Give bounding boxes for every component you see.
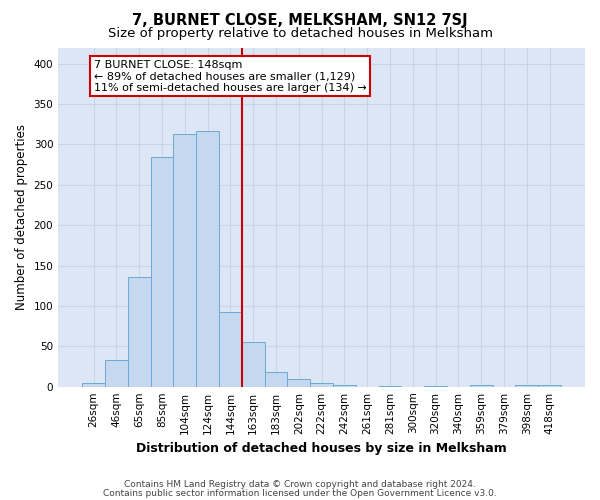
Bar — [82, 382, 105, 386]
Bar — [333, 385, 356, 386]
Bar — [470, 385, 493, 386]
Text: Contains HM Land Registry data © Crown copyright and database right 2024.: Contains HM Land Registry data © Crown c… — [124, 480, 476, 489]
Bar — [196, 132, 219, 386]
Y-axis label: Number of detached properties: Number of detached properties — [15, 124, 28, 310]
Bar — [105, 360, 128, 386]
Bar — [265, 372, 287, 386]
Bar — [515, 385, 538, 386]
Bar — [219, 312, 242, 386]
Bar — [538, 385, 561, 386]
Bar — [128, 277, 151, 386]
Text: 7, BURNET CLOSE, MELKSHAM, SN12 7SJ: 7, BURNET CLOSE, MELKSHAM, SN12 7SJ — [132, 12, 468, 28]
Bar — [310, 384, 333, 386]
Text: 7 BURNET CLOSE: 148sqm
← 89% of detached houses are smaller (1,129)
11% of semi-: 7 BURNET CLOSE: 148sqm ← 89% of detached… — [94, 60, 366, 93]
Text: Contains public sector information licensed under the Open Government Licence v3: Contains public sector information licen… — [103, 488, 497, 498]
Text: Size of property relative to detached houses in Melksham: Size of property relative to detached ho… — [107, 28, 493, 40]
Bar — [242, 342, 265, 386]
Bar — [287, 380, 310, 386]
Bar — [173, 134, 196, 386]
X-axis label: Distribution of detached houses by size in Melksham: Distribution of detached houses by size … — [136, 442, 507, 455]
Bar — [151, 158, 173, 386]
